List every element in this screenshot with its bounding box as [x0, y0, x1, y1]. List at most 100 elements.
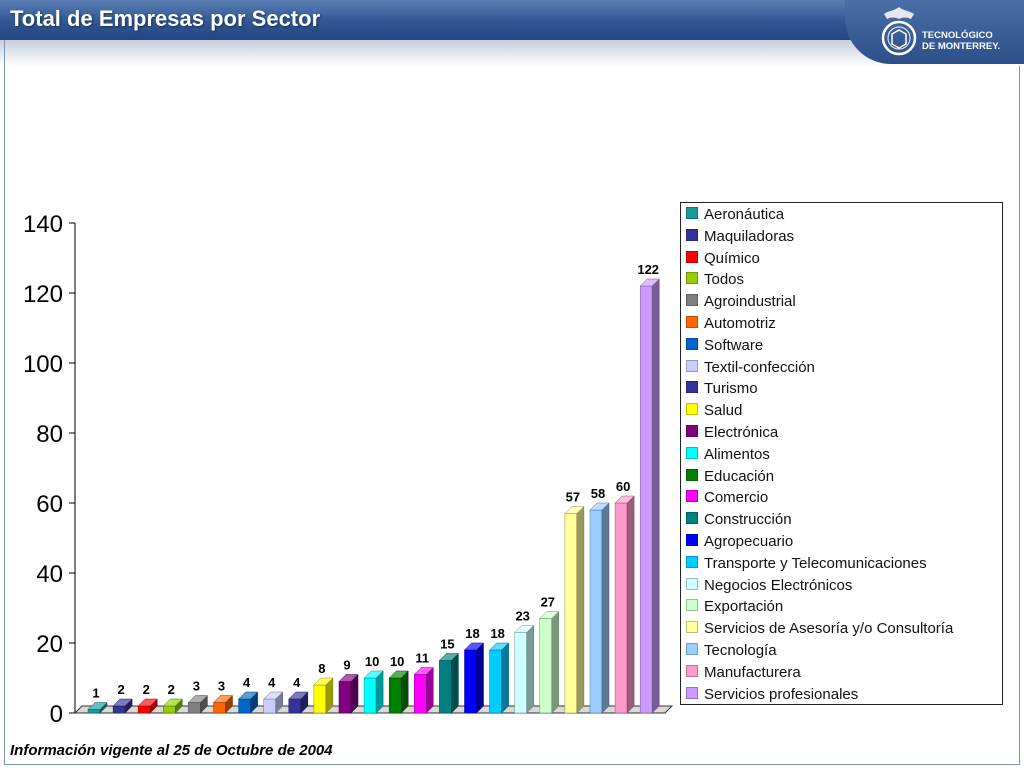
bar-data-label: 2 — [168, 682, 175, 697]
legend-item: Automotriz — [686, 314, 776, 334]
legend-label: Comercio — [704, 489, 769, 507]
frame-right-border — [1019, 66, 1020, 764]
legend-swatch — [686, 381, 698, 394]
legend-item: Textil-confección — [686, 358, 815, 378]
bar-data-label: 9 — [343, 658, 350, 673]
y-tick-label: 80 — [36, 421, 63, 448]
legend-label: Servicios profesionales — [704, 685, 859, 703]
legend-swatch — [686, 577, 698, 590]
bar-data-label: 8 — [318, 661, 325, 676]
legend-swatch — [686, 621, 698, 634]
bar-front — [288, 698, 302, 714]
legend-swatch — [686, 446, 698, 459]
legend-swatch — [686, 534, 698, 546]
bar-data-label: 18 — [490, 626, 504, 641]
bar-front — [388, 677, 402, 714]
bar-data-label: 4 — [243, 675, 251, 690]
legend-item: Agropecuario — [686, 532, 793, 552]
bar-front — [313, 684, 327, 714]
logo-line-2: DE MONTERREY. — [922, 41, 1001, 52]
legend-label: Transporte y Telecomunicaciones — [704, 554, 927, 572]
bar-side — [501, 642, 509, 714]
bar-side — [426, 666, 434, 714]
legend-label: Automotriz — [704, 315, 776, 332]
bar-side — [601, 502, 610, 714]
bar-data-label: 2 — [117, 682, 124, 697]
bar-side — [626, 495, 635, 714]
legend-swatch — [686, 316, 698, 328]
legend-item: Aeronáutica — [686, 205, 784, 225]
legend-label: Manufacturera — [704, 663, 801, 681]
bar-top — [413, 667, 434, 675]
bar-side — [551, 610, 560, 714]
legend-label: Electrónica — [704, 424, 779, 441]
bar-front — [614, 502, 628, 714]
bar-data-label: 2 — [143, 682, 150, 697]
legend-swatch — [686, 425, 698, 437]
bar-top — [313, 677, 334, 686]
legend-swatch — [686, 250, 698, 263]
legend-item: Salud — [686, 401, 742, 421]
legend-label: Salud — [704, 402, 743, 420]
bar-data-label: 10 — [390, 654, 404, 669]
bar-front — [439, 660, 452, 714]
bar-side — [476, 642, 484, 714]
legend-label: Agropecuario — [704, 533, 794, 550]
footer-note: Información vigente al 25 de Octubre de … — [10, 742, 333, 759]
bar-data-label: 1 — [92, 686, 99, 701]
logo-panel — [845, 0, 1024, 64]
legend-swatch — [686, 359, 698, 372]
bar-top — [463, 642, 485, 651]
legend-item: Educación — [686, 467, 774, 487]
chart-legend: Aeronáutica Maquiladoras Químico Todos Agroi… — [680, 202, 1003, 705]
frame-left-border — [4, 40, 5, 764]
bar-data-label: 57 — [566, 490, 580, 505]
bar-front — [564, 513, 578, 714]
legend-item: Electrónica — [686, 423, 778, 443]
legend-label: Servicios de Asesoría y/o Consultoría — [704, 620, 954, 638]
bar-top — [539, 611, 560, 619]
legend-item: Construcción — [686, 510, 792, 530]
bar-top — [187, 695, 209, 703]
legend-item: Comercio — [686, 488, 768, 508]
legend-item: Software — [686, 336, 763, 356]
legend-swatch — [686, 512, 698, 525]
tec-seal-logo-icon — [881, 7, 917, 56]
bar-top — [639, 278, 660, 287]
bar-data-label: 4 — [293, 675, 301, 690]
bar-front — [188, 702, 201, 714]
legend-item: Exportación — [686, 597, 783, 617]
bar-side — [576, 505, 585, 714]
bar-front — [338, 681, 352, 714]
bar-data-label: 15 — [440, 637, 454, 652]
bar-front — [137, 705, 151, 714]
y-tick-label: 60 — [36, 491, 63, 518]
logo-wordmark: TECNOLÓGICO DE MONTERREY. — [922, 30, 1000, 52]
bar-side — [451, 652, 459, 714]
bar-data-label: 10 — [365, 654, 379, 669]
bar-side — [651, 278, 660, 714]
bar-side — [526, 624, 534, 714]
bar-front — [489, 649, 502, 714]
bar-data-label: 11 — [415, 651, 429, 666]
bar-data-label: 3 — [218, 679, 225, 694]
bar-front — [514, 632, 527, 714]
legend-label: Aeronáutica — [704, 206, 785, 223]
logo-line-1: TECNOLÓGICO — [922, 30, 993, 41]
y-tick-label: 100 — [23, 351, 63, 378]
bar-top — [564, 506, 585, 514]
legend-swatch — [686, 664, 698, 677]
y-tick-label: 20 — [36, 631, 63, 658]
legend-swatch — [686, 643, 698, 655]
legend-label: Construcción — [704, 511, 792, 529]
bar-data-label: 18 — [465, 626, 479, 641]
bar-front — [87, 709, 101, 714]
legend-swatch — [686, 599, 698, 612]
y-tick-label: 0 — [50, 701, 63, 728]
legend-swatch — [686, 490, 698, 503]
legend-swatch — [686, 207, 698, 219]
legend-label: Tecnología — [704, 642, 777, 659]
y-tick-label: 40 — [36, 561, 63, 588]
page-title: Total de Empresas por Sector — [10, 6, 321, 31]
